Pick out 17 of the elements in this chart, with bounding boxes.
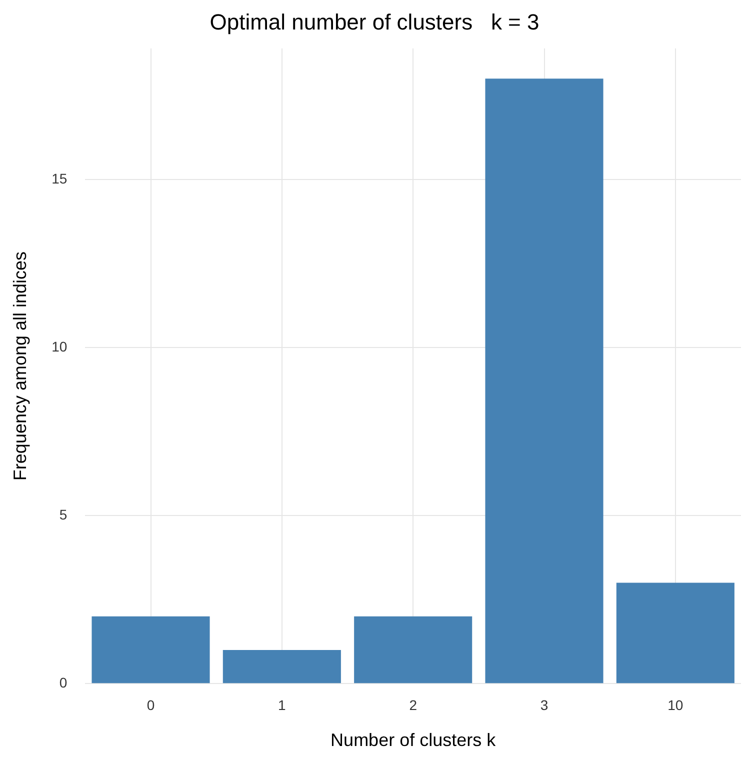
x-tick-label: 0 [146,696,155,713]
bar [354,616,472,684]
chart-title: Optimal number of clusters k = 3 [210,9,540,34]
bar [222,650,341,684]
y-tick-label: 10 [52,338,68,354]
y-axis-title: Frequency among all indices [10,251,30,481]
x-tick-label: 2 [409,696,418,713]
bar [616,582,734,684]
x-axis-title: Number of clusters k [330,730,497,750]
x-tick-label: 10 [668,696,684,713]
y-tick-label: 0 [59,674,68,690]
x-tick-label: 3 [540,696,548,713]
bar [92,616,210,684]
bar [485,78,604,684]
y-tick-label: 15 [52,170,68,186]
x-tick-label: 1 [278,696,286,713]
y-tick-label: 5 [59,506,68,522]
